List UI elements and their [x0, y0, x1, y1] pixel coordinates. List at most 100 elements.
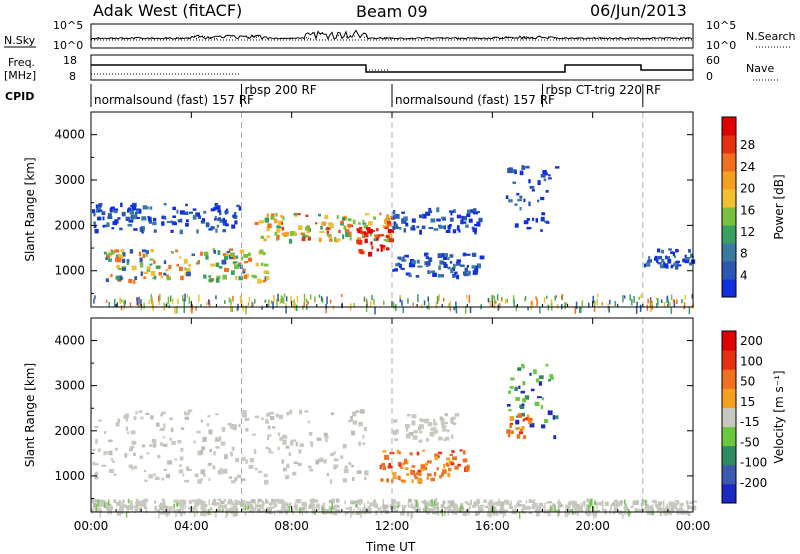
- echo-cell: [432, 272, 437, 277]
- echo-cell: [191, 253, 195, 256]
- echo-cell: [517, 500, 522, 503]
- clutter-cell: [137, 502, 140, 507]
- clutter-cell: [469, 503, 471, 509]
- clutter-cell: [314, 510, 316, 515]
- echo-cell: [153, 217, 157, 222]
- echo-cell: [571, 500, 576, 506]
- echo-cell: [313, 499, 317, 502]
- echo-cell: [117, 511, 121, 516]
- clutter-cell: [684, 294, 686, 300]
- clutter-cell: [549, 506, 552, 512]
- clutter-cell: [264, 299, 267, 303]
- echo-cell: [672, 251, 675, 257]
- clutter-cell: [247, 505, 250, 510]
- echo-cell: [651, 500, 657, 503]
- echo-cell: [538, 381, 542, 386]
- echo-cell: [324, 214, 329, 219]
- clutter-cell: [596, 299, 598, 306]
- echo-cell: [689, 501, 693, 505]
- clutter-cell: [98, 507, 101, 513]
- echo-cell: [128, 219, 134, 223]
- echo-cell: [630, 505, 634, 509]
- echo-cell: [326, 230, 330, 234]
- echo-cell: [674, 500, 678, 503]
- clutter-cell: [124, 299, 126, 305]
- echo-cell: [237, 474, 242, 478]
- nave-bottom-tick: 0: [706, 70, 713, 83]
- echo-cell: [418, 439, 423, 443]
- cpid-segment-label: normalsound (fast) 157 RF: [94, 93, 254, 107]
- echo-cell: [220, 500, 225, 505]
- freq-label-line1: Freq.: [8, 56, 35, 69]
- echo-cell: [431, 511, 437, 515]
- echo-cell: [269, 411, 274, 415]
- echo-cell: [186, 466, 190, 471]
- echo-cell: [386, 247, 390, 251]
- echo-cell: [323, 459, 327, 464]
- echo-cell: [107, 213, 112, 217]
- clutter-cell: [558, 499, 560, 507]
- echo-cell: [393, 419, 398, 423]
- echo-cell: [304, 226, 309, 231]
- echo-cell: [577, 510, 581, 513]
- echo-cell: [430, 270, 436, 273]
- echo-cell: [338, 229, 341, 233]
- echo-cell: [386, 214, 390, 219]
- echo-cell: [675, 249, 679, 253]
- echo-cell: [422, 213, 427, 219]
- echo-cell: [519, 428, 524, 432]
- clutter-cell: [277, 293, 279, 302]
- echo-cell: [445, 462, 449, 467]
- echo-cell: [297, 462, 302, 466]
- echo-cell: [405, 427, 409, 432]
- echo-cell: [126, 506, 131, 511]
- clutter-cell: [443, 297, 445, 302]
- echo-cell: [442, 470, 447, 475]
- clutter-cell: [379, 506, 382, 511]
- clutter-cell: [449, 306, 452, 312]
- echo-cell: [265, 421, 270, 424]
- echo-cell: [437, 274, 442, 278]
- echo-cell: [521, 426, 525, 430]
- echo-cell: [519, 405, 524, 408]
- x-tick-label: 00:00: [676, 519, 711, 533]
- echo-cell: [404, 254, 409, 258]
- echo-cell: [330, 412, 334, 416]
- clutter-cell: [603, 508, 606, 512]
- clutter-cell: [496, 509, 499, 516]
- echo-cell: [342, 478, 347, 483]
- echo-cell: [158, 504, 163, 507]
- echo-cell: [519, 431, 524, 435]
- echo-cell: [424, 462, 428, 466]
- clutter-cell: [393, 302, 395, 309]
- echo-cell: [358, 498, 362, 503]
- colorbar-tick-label: -15: [740, 415, 760, 429]
- echo-cell: [685, 256, 690, 260]
- echo-cell: [551, 503, 555, 508]
- echo-cell: [153, 260, 156, 265]
- echo-cell: [506, 429, 511, 434]
- clutter-cell: [162, 507, 164, 512]
- echo-cell: [514, 386, 518, 392]
- echo-cell: [145, 253, 148, 257]
- clutter-cell: [249, 504, 251, 510]
- clutter-cell: [173, 506, 175, 514]
- colorbar-swatch: [722, 153, 736, 172]
- echo-cell: [516, 434, 521, 439]
- freq-panel: Freq. [MHz] 18 8 60 0 Nave: [4, 54, 780, 83]
- echo-cell: [478, 507, 483, 512]
- clutter-cell: [591, 498, 593, 506]
- y-tick-label: 4000: [54, 334, 85, 348]
- clutter-cell: [649, 300, 652, 308]
- echo-cell: [396, 449, 400, 454]
- clutter-cell: [518, 511, 521, 519]
- echo-cell: [526, 226, 532, 230]
- clutter-cell: [504, 510, 506, 516]
- clutter-cell: [321, 297, 324, 304]
- echo-cell: [367, 229, 372, 233]
- clutter-cell: [94, 507, 96, 511]
- echo-cell: [551, 507, 554, 512]
- echo-cell: [451, 450, 455, 453]
- clutter-cell: [191, 507, 193, 512]
